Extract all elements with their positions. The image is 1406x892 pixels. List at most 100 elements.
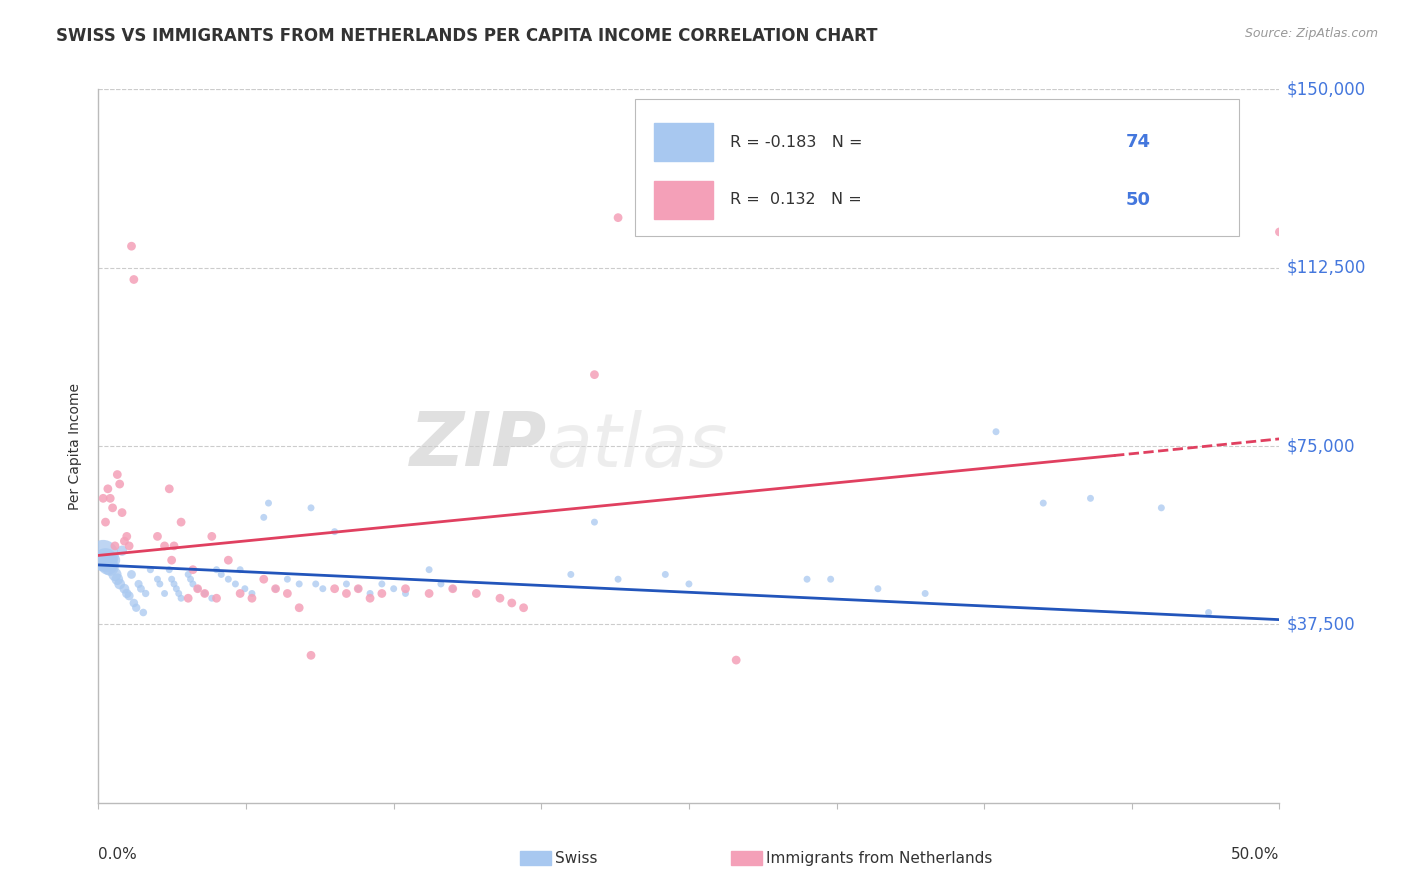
Point bbox=[224, 577, 246, 591]
Point bbox=[105, 572, 128, 586]
Point bbox=[181, 577, 204, 591]
Point bbox=[122, 596, 145, 610]
Point bbox=[359, 586, 381, 600]
Point bbox=[94, 515, 117, 529]
Point bbox=[323, 582, 346, 596]
Point bbox=[371, 577, 394, 591]
Point bbox=[489, 591, 512, 606]
Point bbox=[146, 529, 169, 543]
Point bbox=[187, 582, 209, 596]
Point bbox=[229, 586, 252, 600]
Text: Swiss: Swiss bbox=[555, 851, 598, 865]
Point bbox=[125, 600, 148, 615]
Point bbox=[187, 582, 209, 596]
Point bbox=[139, 563, 162, 577]
Point bbox=[121, 567, 143, 582]
Point bbox=[335, 577, 357, 591]
Point bbox=[288, 577, 311, 591]
Point bbox=[101, 553, 124, 567]
Text: 50: 50 bbox=[1126, 191, 1152, 209]
Point bbox=[914, 586, 936, 600]
Text: Source: ZipAtlas.com: Source: ZipAtlas.com bbox=[1244, 27, 1378, 40]
Point bbox=[560, 567, 582, 582]
Point bbox=[165, 582, 187, 596]
Point bbox=[820, 572, 842, 586]
Point bbox=[253, 572, 276, 586]
Text: atlas: atlas bbox=[547, 410, 728, 482]
Point bbox=[240, 591, 263, 606]
Text: $37,500: $37,500 bbox=[1286, 615, 1355, 633]
Point bbox=[678, 577, 700, 591]
Point bbox=[430, 577, 453, 591]
Point bbox=[1032, 496, 1054, 510]
Point bbox=[654, 567, 676, 582]
Point bbox=[122, 272, 145, 286]
Point bbox=[160, 572, 183, 586]
Point bbox=[217, 553, 239, 567]
Point bbox=[465, 586, 488, 600]
Point bbox=[194, 586, 217, 600]
Point bbox=[359, 591, 381, 606]
Text: 50.0%: 50.0% bbox=[1232, 847, 1279, 863]
Point bbox=[118, 589, 141, 603]
Point bbox=[157, 563, 180, 577]
Point bbox=[418, 586, 440, 600]
Point bbox=[512, 600, 534, 615]
Point bbox=[1198, 606, 1220, 620]
Text: $112,500: $112,500 bbox=[1286, 259, 1365, 277]
Text: $75,000: $75,000 bbox=[1286, 437, 1355, 455]
Point bbox=[276, 572, 298, 586]
Point bbox=[984, 425, 1007, 439]
Point bbox=[91, 491, 114, 506]
Point bbox=[129, 582, 152, 596]
Point bbox=[441, 582, 464, 596]
Point bbox=[101, 500, 124, 515]
Text: ZIP: ZIP bbox=[411, 409, 547, 483]
Point bbox=[105, 467, 128, 482]
Point bbox=[607, 572, 630, 586]
Point bbox=[299, 500, 322, 515]
Point bbox=[583, 515, 606, 529]
Point bbox=[347, 582, 370, 596]
Point bbox=[205, 563, 228, 577]
Point bbox=[170, 591, 193, 606]
Point bbox=[194, 586, 217, 600]
Point bbox=[94, 553, 117, 567]
Text: 0.0%: 0.0% bbox=[98, 847, 138, 863]
Point bbox=[177, 591, 200, 606]
Text: R = -0.183   N =: R = -0.183 N = bbox=[730, 135, 868, 150]
Point bbox=[371, 586, 394, 600]
Point bbox=[1080, 491, 1102, 506]
Point bbox=[1150, 500, 1173, 515]
Point bbox=[201, 529, 224, 543]
Point bbox=[288, 600, 311, 615]
Point bbox=[441, 582, 464, 596]
Point bbox=[108, 577, 131, 591]
Point bbox=[112, 534, 135, 549]
Point bbox=[229, 563, 252, 577]
Y-axis label: Per Capita Income: Per Capita Income bbox=[69, 383, 83, 509]
Point bbox=[323, 524, 346, 539]
Point bbox=[97, 482, 120, 496]
Point bbox=[121, 239, 143, 253]
Point bbox=[312, 582, 335, 596]
Point bbox=[108, 477, 131, 491]
Point bbox=[305, 577, 328, 591]
Point bbox=[163, 539, 186, 553]
Point bbox=[132, 606, 155, 620]
Point bbox=[163, 577, 186, 591]
Point bbox=[181, 563, 204, 577]
Point bbox=[149, 577, 172, 591]
Point bbox=[115, 529, 138, 543]
Point bbox=[118, 539, 141, 553]
Point bbox=[501, 596, 523, 610]
Point bbox=[104, 539, 127, 553]
Point bbox=[97, 558, 120, 572]
Point bbox=[157, 482, 180, 496]
Point bbox=[209, 567, 232, 582]
Point bbox=[394, 582, 416, 596]
Point bbox=[382, 582, 405, 596]
Point bbox=[167, 586, 190, 600]
Point bbox=[170, 515, 193, 529]
Text: 74: 74 bbox=[1126, 133, 1152, 151]
